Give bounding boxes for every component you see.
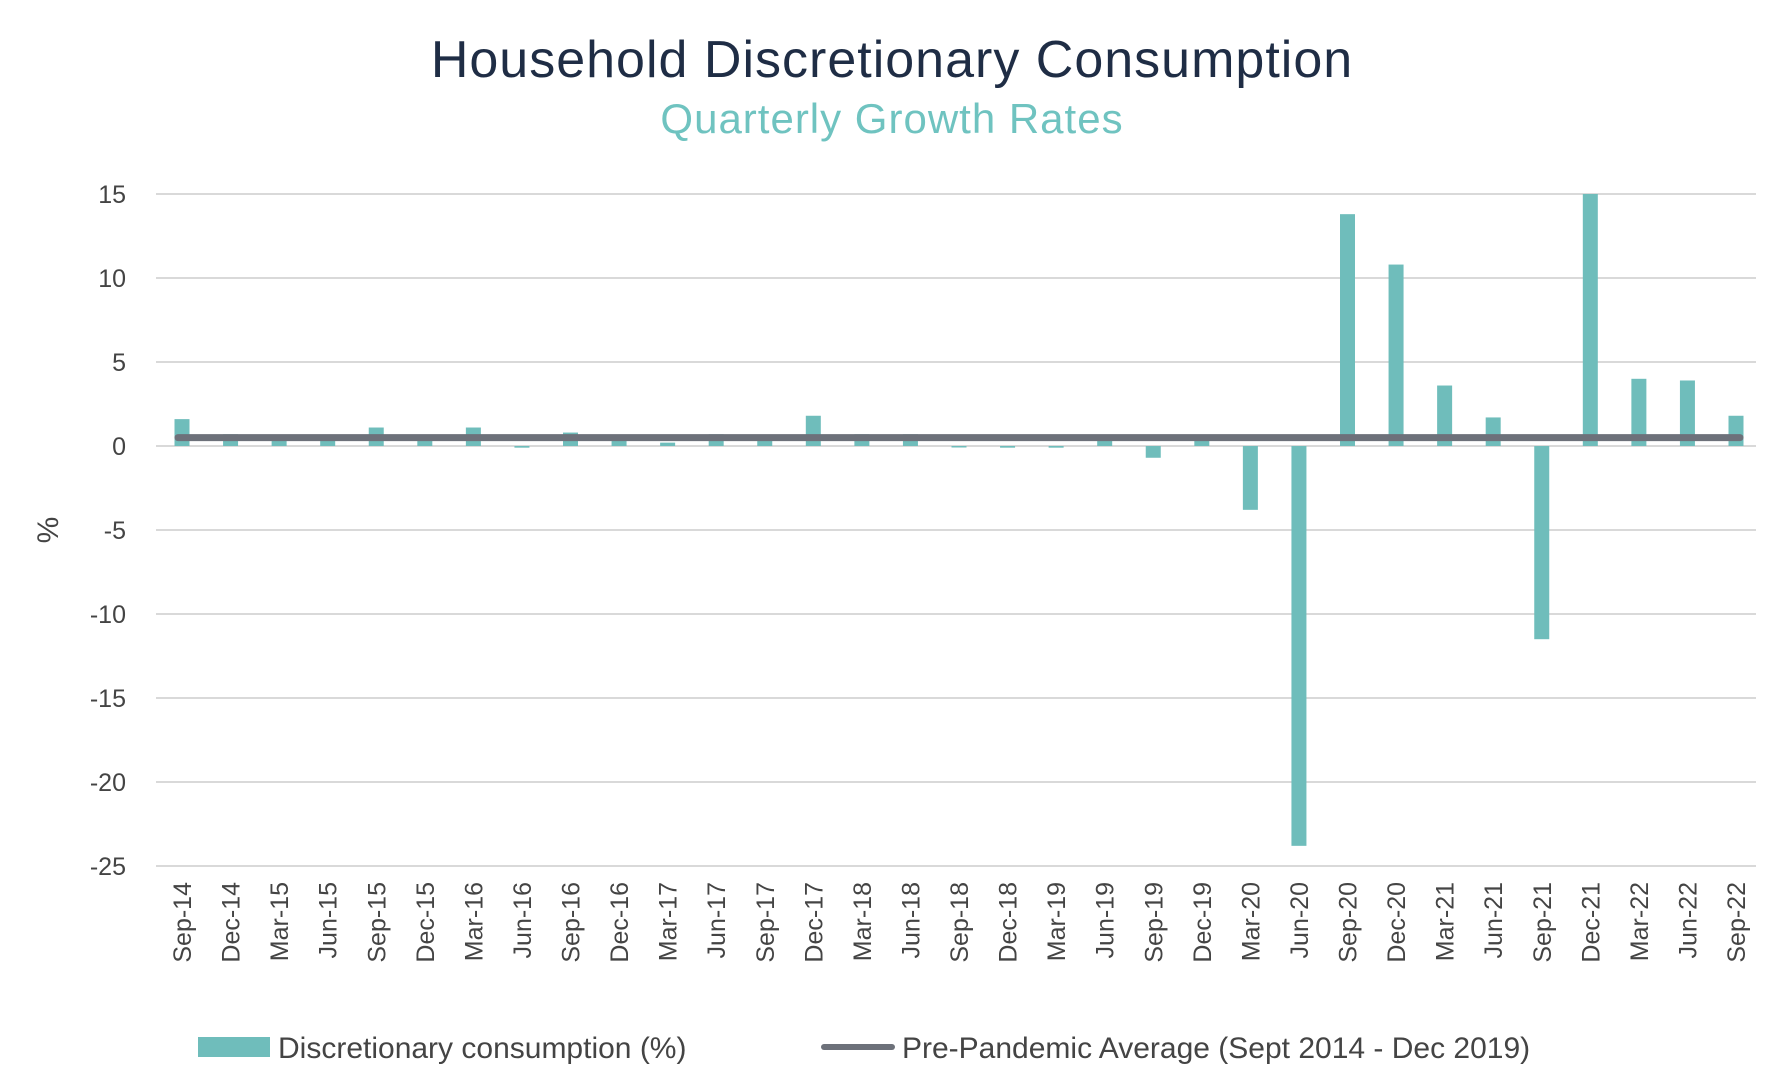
legend-bar-swatch [198,1037,270,1057]
x-tick-label: Mar-20 [1237,882,1265,961]
bar [1582,194,1598,446]
y-tick-label: -25 [90,853,126,881]
bar [805,415,821,446]
bar [1728,415,1744,446]
x-tick-label: Jun-16 [509,882,537,958]
legend-line-label: Pre-Pandemic Average (Sept 2014 - Dec 20… [902,1032,1530,1065]
x-tick-label: Sep-17 [752,882,780,963]
x-tick-label: Sep-15 [363,882,391,963]
x-tick-label: Jun-17 [703,882,731,958]
bar [1388,264,1404,446]
bar [1631,378,1647,446]
bar [1679,380,1695,446]
y-tick-label: 5 [112,349,126,377]
x-tick-label: Dec-16 [606,882,634,963]
x-tick-label: Jun-15 [315,882,343,958]
x-tick-label: Dec-20 [1383,882,1411,963]
x-tick-label: Sep-20 [1335,882,1363,963]
x-tick-label: Mar-17 [655,882,683,961]
bar [174,419,190,446]
y-tick-label: 0 [112,433,126,461]
bar [1048,446,1064,448]
x-tick-label: Jun-21 [1480,882,1508,958]
bar [514,446,530,448]
x-tick-label: Jun-22 [1674,882,1702,958]
x-tick-label: Mar-22 [1626,882,1654,961]
x-tick-label: Sep-22 [1723,882,1751,963]
bar [417,437,433,446]
bar [1437,385,1453,446]
x-tick-label: Dec-21 [1577,882,1605,963]
bar [1485,417,1501,446]
y-axis-ticks: 15 10 5 0 -5 -10 -15 -20 -25 [90,181,126,881]
x-tick-label: Sep-16 [558,882,586,963]
x-tick-label: Dec-19 [1189,882,1217,963]
y-tick-label: -20 [90,769,126,797]
gridlines [156,193,1756,867]
legend-bar-label: Discretionary consumption (%) [278,1032,686,1065]
y-tick-label: -15 [90,685,126,713]
x-tick-label: Mar-19 [1043,882,1071,961]
y-tick-label: -10 [90,601,126,629]
x-tick-label: Sep-21 [1529,882,1557,963]
chart-title: Household Discretionary Consumption [430,31,1354,89]
x-tick-label: Dec-17 [800,882,828,963]
bar [1534,446,1550,640]
x-tick-label: Jun-18 [897,882,925,958]
y-tick-label: -5 [104,517,126,545]
bar [951,446,967,448]
bar [1242,446,1258,510]
x-tick-label: Dec-18 [995,882,1023,963]
x-tick-label: Jun-19 [1092,882,1120,958]
bar [1000,446,1016,448]
x-tick-label: Jun-20 [1286,882,1314,958]
y-tick-label: 15 [98,181,126,209]
legend: Discretionary consumption (%) Pre-Pandem… [198,1032,1530,1065]
bar-series [174,194,1744,846]
x-tick-label: Sep-18 [946,882,974,963]
y-axis-label: % [32,517,65,544]
bar [1145,446,1161,458]
x-tick-label: Mar-18 [849,882,877,961]
x-tick-label: Mar-16 [460,882,488,961]
x-tick-label: Sep-19 [1140,882,1168,963]
x-axis-ticks: Sep-14 Dec-14 Mar-15 Jun-15 Sep-15 Dec-15 Mar-… [169,882,1751,963]
bar [1291,446,1307,846]
x-tick-label: Sep-14 [169,882,197,963]
bar [271,437,287,446]
x-tick-label: Dec-14 [218,882,246,963]
x-tick-label: Mar-15 [266,882,294,961]
x-tick-label: Dec-15 [412,882,440,963]
bar [1340,214,1355,446]
bar [1097,437,1113,446]
x-tick-label: Mar-21 [1432,882,1460,961]
bar [660,442,676,446]
chart-subtitle: Quarterly Growth Rates [660,95,1124,142]
y-tick-label: 10 [98,265,126,293]
